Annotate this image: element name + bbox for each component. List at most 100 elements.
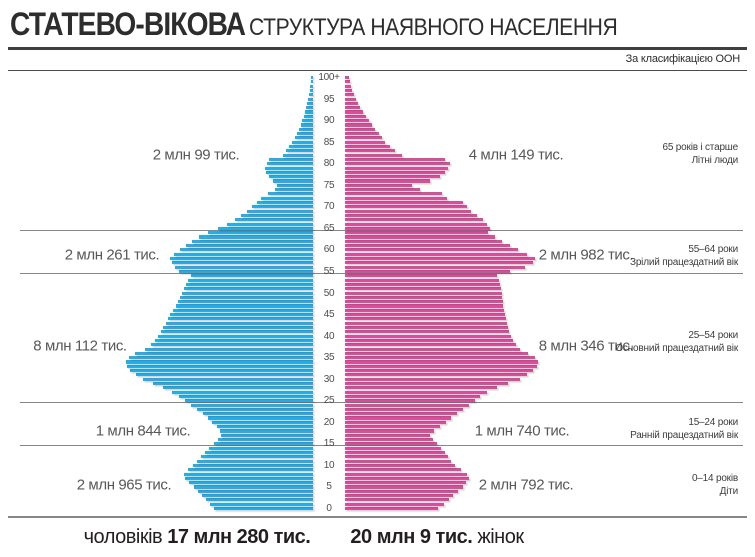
group-age-range: 25–54 роки: [688, 330, 738, 341]
female-bar: [345, 489, 458, 493]
male-group-value: 1 млн 844 тис.: [95, 422, 191, 440]
group-label: 0–14 років Діти: [692, 472, 738, 498]
male-bar: [170, 257, 313, 261]
female-bar: [345, 248, 518, 252]
male-total-prefix: чоловіків: [83, 526, 168, 548]
age-tick: 50: [323, 287, 335, 299]
male-bar: [201, 455, 313, 459]
group-label: 65 років і старше Літні люди: [663, 141, 739, 167]
classification-note: За класифікацією ООН: [625, 53, 741, 65]
male-bar: [265, 166, 313, 170]
female-bar: [345, 144, 390, 149]
page-title: СТАТЕВО-ВІКОВА СТРУКТУРА НАЯВНОГО НАСЕЛЕ…: [10, 6, 618, 43]
male-bar: [185, 399, 313, 403]
female-bar: [345, 351, 528, 355]
male-bar: [205, 450, 313, 455]
female-bar: [345, 140, 385, 144]
male-bar: [185, 476, 313, 480]
age-tick: 25: [323, 395, 335, 407]
male-bar: [311, 80, 313, 84]
age-tick: 95: [323, 93, 335, 105]
group-description: Діти: [719, 486, 739, 497]
male-bar: [191, 403, 313, 407]
female-bar: [345, 192, 442, 196]
male-bar: [267, 162, 313, 166]
male-bar: [208, 416, 313, 420]
male-bar: [199, 235, 313, 239]
male-bar: [289, 144, 313, 149]
age-tick: 35: [323, 352, 335, 364]
male-bar: [302, 119, 313, 123]
female-bar: [345, 84, 351, 88]
male-bar: [269, 157, 313, 161]
male-bar: [172, 261, 313, 265]
male-bar: [176, 304, 313, 308]
female-bar: [345, 343, 516, 347]
male-bar: [168, 317, 313, 321]
male-bar: [182, 291, 313, 295]
male-bar: [214, 442, 313, 446]
female-bar: [345, 485, 463, 489]
female-total: 20 млн 9 тис. жінок: [350, 526, 524, 549]
male-bar: [218, 226, 313, 230]
male-bar: [174, 252, 313, 256]
female-bar: [345, 175, 440, 179]
male-bar: [308, 97, 313, 101]
male-total-value: 17 млн 280 тис.: [167, 526, 311, 548]
group-age-range: 15–24 роки: [688, 417, 738, 428]
male-bar: [235, 218, 313, 222]
male-group-value: 2 млн 261 тис.: [64, 246, 160, 264]
female-bar: [345, 446, 441, 450]
male-group-value: 2 млн 99 тис.: [152, 146, 240, 164]
female-bar: [345, 364, 537, 368]
male-bar: [198, 489, 313, 493]
group-description: Зрілий працездатний вік: [629, 257, 738, 268]
female-bar: [345, 226, 490, 230]
female-bar: [345, 153, 402, 157]
group-label: 25–54 роки Основний працездатний вік: [615, 329, 738, 355]
age-tick: 15: [323, 438, 335, 450]
age-tick: 45: [323, 309, 335, 321]
male-group-value: 8 млн 112 тис.: [33, 337, 127, 355]
female-bar: [345, 407, 463, 411]
female-bar: [345, 386, 497, 390]
female-bar: [345, 476, 469, 480]
female-bar: [345, 101, 358, 105]
female-bar: [345, 88, 352, 93]
age-tick: 85: [323, 136, 335, 148]
female-bar: [345, 119, 369, 123]
group-age-range: 65 років і старше: [662, 142, 739, 153]
male-bar: [197, 459, 313, 463]
male-bar: [143, 377, 313, 381]
female-bar: [345, 162, 450, 166]
male-bar: [206, 498, 313, 502]
male-bar: [170, 313, 313, 317]
male-bar: [299, 127, 313, 131]
male-bar: [209, 446, 313, 450]
male-bar: [217, 425, 313, 429]
age-tick: 65: [323, 222, 335, 234]
female-bar: [345, 356, 535, 360]
male-bar: [295, 136, 313, 140]
male-bar: [269, 175, 313, 179]
male-bar: [202, 494, 313, 498]
female-bar: [345, 287, 501, 291]
group-age-range: 55–64 роки: [688, 244, 738, 255]
female-bar: [345, 269, 510, 274]
female-bar: [345, 265, 525, 269]
female-bar: [345, 205, 467, 209]
group-description: Основний працездатний вік: [615, 343, 738, 354]
female-bar: [345, 481, 466, 485]
male-bar: [310, 88, 313, 93]
male-bar: [179, 269, 313, 274]
female-bar: [345, 218, 483, 222]
male-bar: [193, 463, 313, 467]
male-bar: [275, 188, 313, 192]
female-bar: [345, 304, 503, 308]
male-bar: [261, 196, 313, 200]
male-bar: [268, 192, 313, 196]
female-bar: [345, 450, 445, 455]
age-tick: 90: [323, 115, 335, 127]
male-bar: [145, 347, 313, 351]
